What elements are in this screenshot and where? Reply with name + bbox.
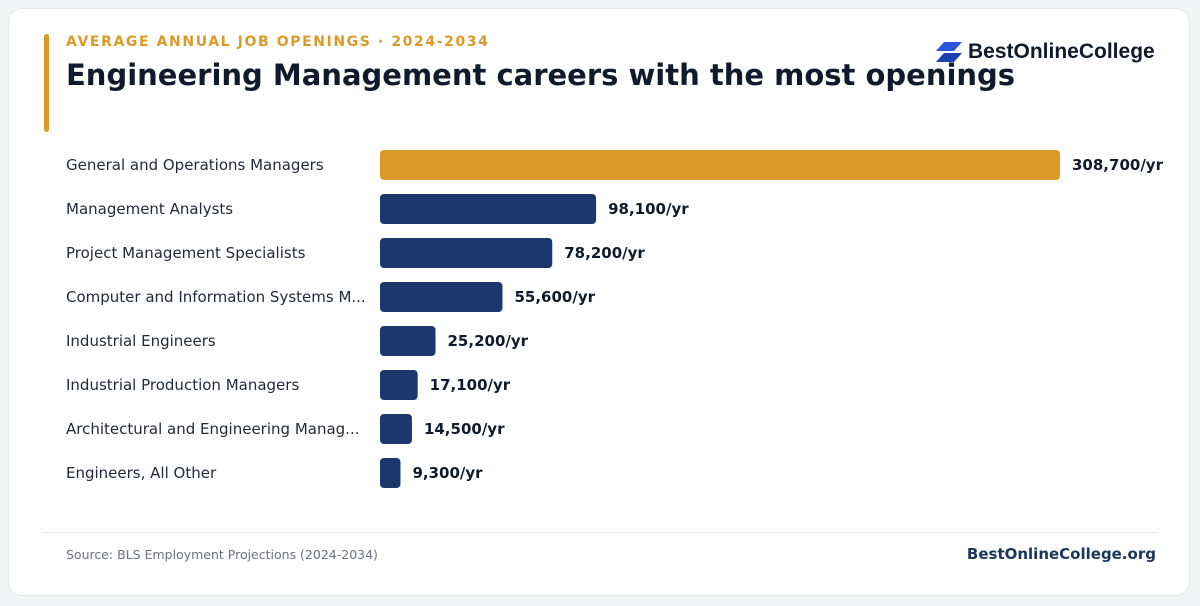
chart-eyebrow: AVERAGE ANNUAL JOB OPENINGS · 2024-2034	[66, 34, 490, 50]
footer-divider	[44, 532, 1156, 533]
value-label: 55,600/yr	[514, 288, 595, 306]
bar	[380, 370, 418, 400]
brand-logo[interactable]: BestOnlineCollege	[936, 40, 1155, 64]
bar	[380, 238, 553, 268]
bar	[380, 282, 503, 312]
value-label: 25,200/yr	[448, 332, 529, 350]
chart-card	[8, 8, 1190, 596]
category-label: Industrial Production Managers	[66, 376, 299, 394]
value-label: 98,100/yr	[608, 200, 689, 218]
brand-logo-text: BestOnlineCollege	[968, 40, 1155, 63]
category-label: General and Operations Managers	[66, 156, 324, 174]
bar	[380, 414, 412, 444]
value-label: 308,700/yr	[1072, 156, 1164, 174]
category-label: Engineers, All Other	[66, 464, 217, 482]
bar-chart: General and Operations Managers 308,700/y…	[66, 150, 1164, 488]
value-label: 17,100/yr	[430, 376, 511, 394]
bar	[380, 458, 401, 488]
category-label: Industrial Engineers	[66, 332, 216, 350]
bar	[380, 194, 597, 224]
category-label: Management Analysts	[66, 200, 233, 218]
site-link[interactable]: BestOnlineCollege.org	[966, 545, 1156, 563]
category-label: Computer and Information Systems M...	[66, 288, 366, 306]
value-label: 78,200/yr	[564, 244, 645, 262]
category-label: Architectural and Engineering Manag...	[66, 420, 359, 438]
bar	[380, 326, 436, 356]
source-note: Source: BLS Employment Projections (2024…	[66, 547, 378, 562]
bar	[380, 150, 1060, 180]
category-label: Project Management Specialists	[66, 244, 306, 262]
stacked-parallelogram-icon	[936, 42, 962, 62]
title-accent-bar	[44, 34, 49, 132]
value-label: 9,300/yr	[412, 464, 483, 482]
chart-title: Engineering Management careers with the …	[66, 58, 1016, 92]
value-label: 14,500/yr	[424, 420, 505, 438]
